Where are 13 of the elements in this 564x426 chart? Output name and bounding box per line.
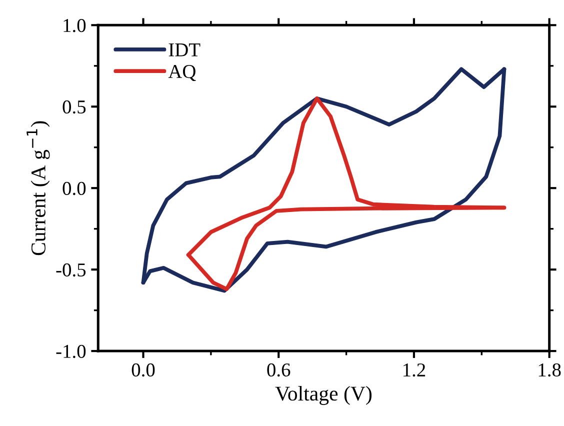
x-axis-title: Voltage (V) — [275, 386, 372, 405]
x-tick-label: 0.6 — [267, 363, 290, 377]
x-tick-label: 0.0 — [132, 363, 155, 377]
y-tick-label: 0.0 — [62, 182, 86, 196]
y-tick-label: -0.5 — [56, 263, 86, 277]
y-tick-label: 0.5 — [62, 100, 86, 114]
y-tick-label: -1.0 — [56, 344, 86, 358]
y-tick-label: 1.0 — [64, 18, 86, 32]
x-tick-label: 1.2 — [404, 363, 426, 377]
legend-label: AQ — [168, 65, 196, 82]
x-tick-label: 1.8 — [538, 363, 561, 377]
y-axis-title: Current (A g$^{−1}$) — [26, 121, 50, 256]
legend-label: IDT — [168, 44, 200, 56]
